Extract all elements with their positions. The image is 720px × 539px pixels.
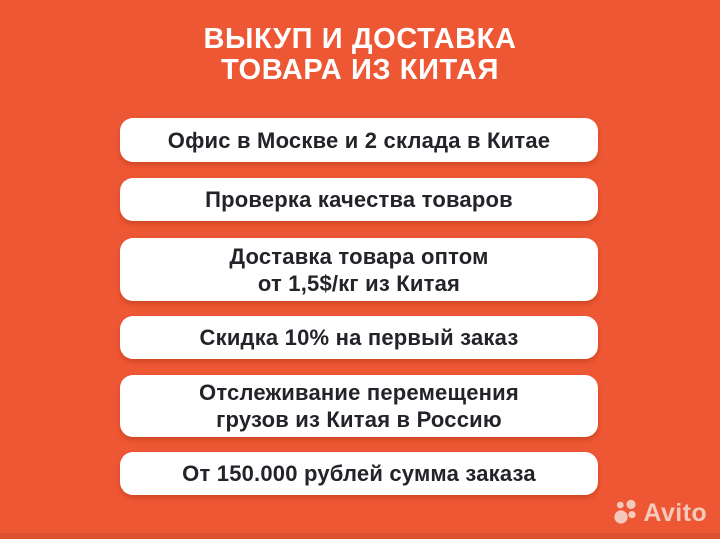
feature-text: Проверка качества товаров bbox=[205, 187, 513, 212]
banner-title-line1: ВЫКУП И ДОСТАВКА bbox=[203, 23, 517, 55]
avito-watermark: Avito bbox=[614, 499, 707, 526]
feature-text: Офис в Москве и 2 склада в Китае bbox=[167, 127, 551, 153]
feature-list: Офис в Москве и 2 склада в Китае Проверк… bbox=[120, 0, 598, 539]
feature-text: Отслеживание перемещения bbox=[199, 380, 519, 405]
feature-card-min-order: От 150.000 рублей сумма заказа bbox=[120, 452, 598, 495]
feature-card-tracking: Отслеживание перемещения грузов из Китая… bbox=[120, 375, 598, 437]
feature-card-discount: Скидка 10% на первый заказ bbox=[120, 316, 598, 359]
feature-text: грузов из Китая в Россию bbox=[216, 407, 502, 432]
avito-wordmark: Avito bbox=[643, 498, 707, 527]
feature-text: Доставка товара оптом bbox=[229, 243, 489, 269]
feature-text: Скидка 10% на первый заказ bbox=[199, 325, 519, 350]
feature-card-office: Офис в Москве и 2 склада в Китае bbox=[120, 118, 598, 162]
bottom-edge-shading bbox=[0, 533, 720, 539]
feature-text: От 150.000 рублей сумма заказа bbox=[182, 461, 536, 486]
banner-title-line2: ТОВАРА ИЗ КИТАЯ bbox=[220, 54, 500, 86]
feature-text: от 1,5$/кг из Китая bbox=[257, 270, 461, 296]
feature-card-wholesale-delivery: Доставка товара оптом от 1,5$/кг из Кита… bbox=[120, 238, 598, 301]
banner-title: ВЫКУП И ДОСТАВКА ТОВАРА ИЗ КИТАЯ bbox=[0, 24, 720, 86]
avito-dots-icon bbox=[614, 499, 637, 524]
feature-card-quality-check: Проверка качества товаров bbox=[120, 178, 598, 221]
